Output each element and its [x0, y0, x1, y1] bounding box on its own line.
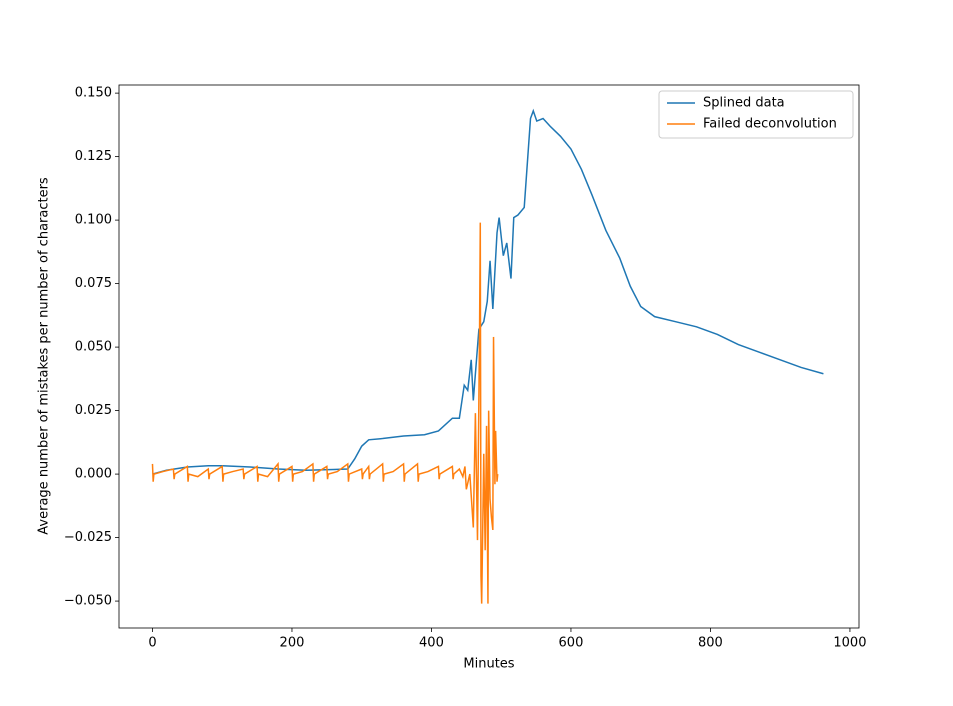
y-tick-label: 0.150	[75, 86, 112, 101]
y-tick-label: 0.100	[75, 213, 112, 228]
legend-label: Splined data	[703, 96, 785, 111]
y-tick-label: 0.125	[75, 149, 112, 164]
x-tick-label: 400	[419, 636, 444, 651]
legend-box	[658, 90, 854, 139]
x-tick-label: 600	[559, 636, 584, 651]
legend-label: Failed deconvolution	[703, 117, 837, 132]
x-tick-label: 800	[698, 636, 723, 651]
x-tick-label: 200	[280, 636, 305, 651]
plot-frame	[118, 84, 860, 629]
y-tick-label: 0.050	[75, 340, 112, 355]
line-series	[152, 108, 824, 475]
y-tick-label: 0.000	[75, 467, 112, 482]
y-tick-label: −0.025	[64, 530, 112, 545]
y-tick-label: −0.050	[64, 594, 112, 609]
y-tick-label: 0.025	[75, 403, 112, 418]
y-tick-label: 0.075	[75, 276, 112, 291]
y-axis-label: Average number of mistakes per number of…	[37, 177, 52, 535]
line-series	[151, 222, 499, 604]
x-tick-label: 1000	[833, 636, 866, 651]
x-axis-label: Minutes	[463, 657, 514, 672]
x-tick-label: 0	[148, 636, 156, 651]
